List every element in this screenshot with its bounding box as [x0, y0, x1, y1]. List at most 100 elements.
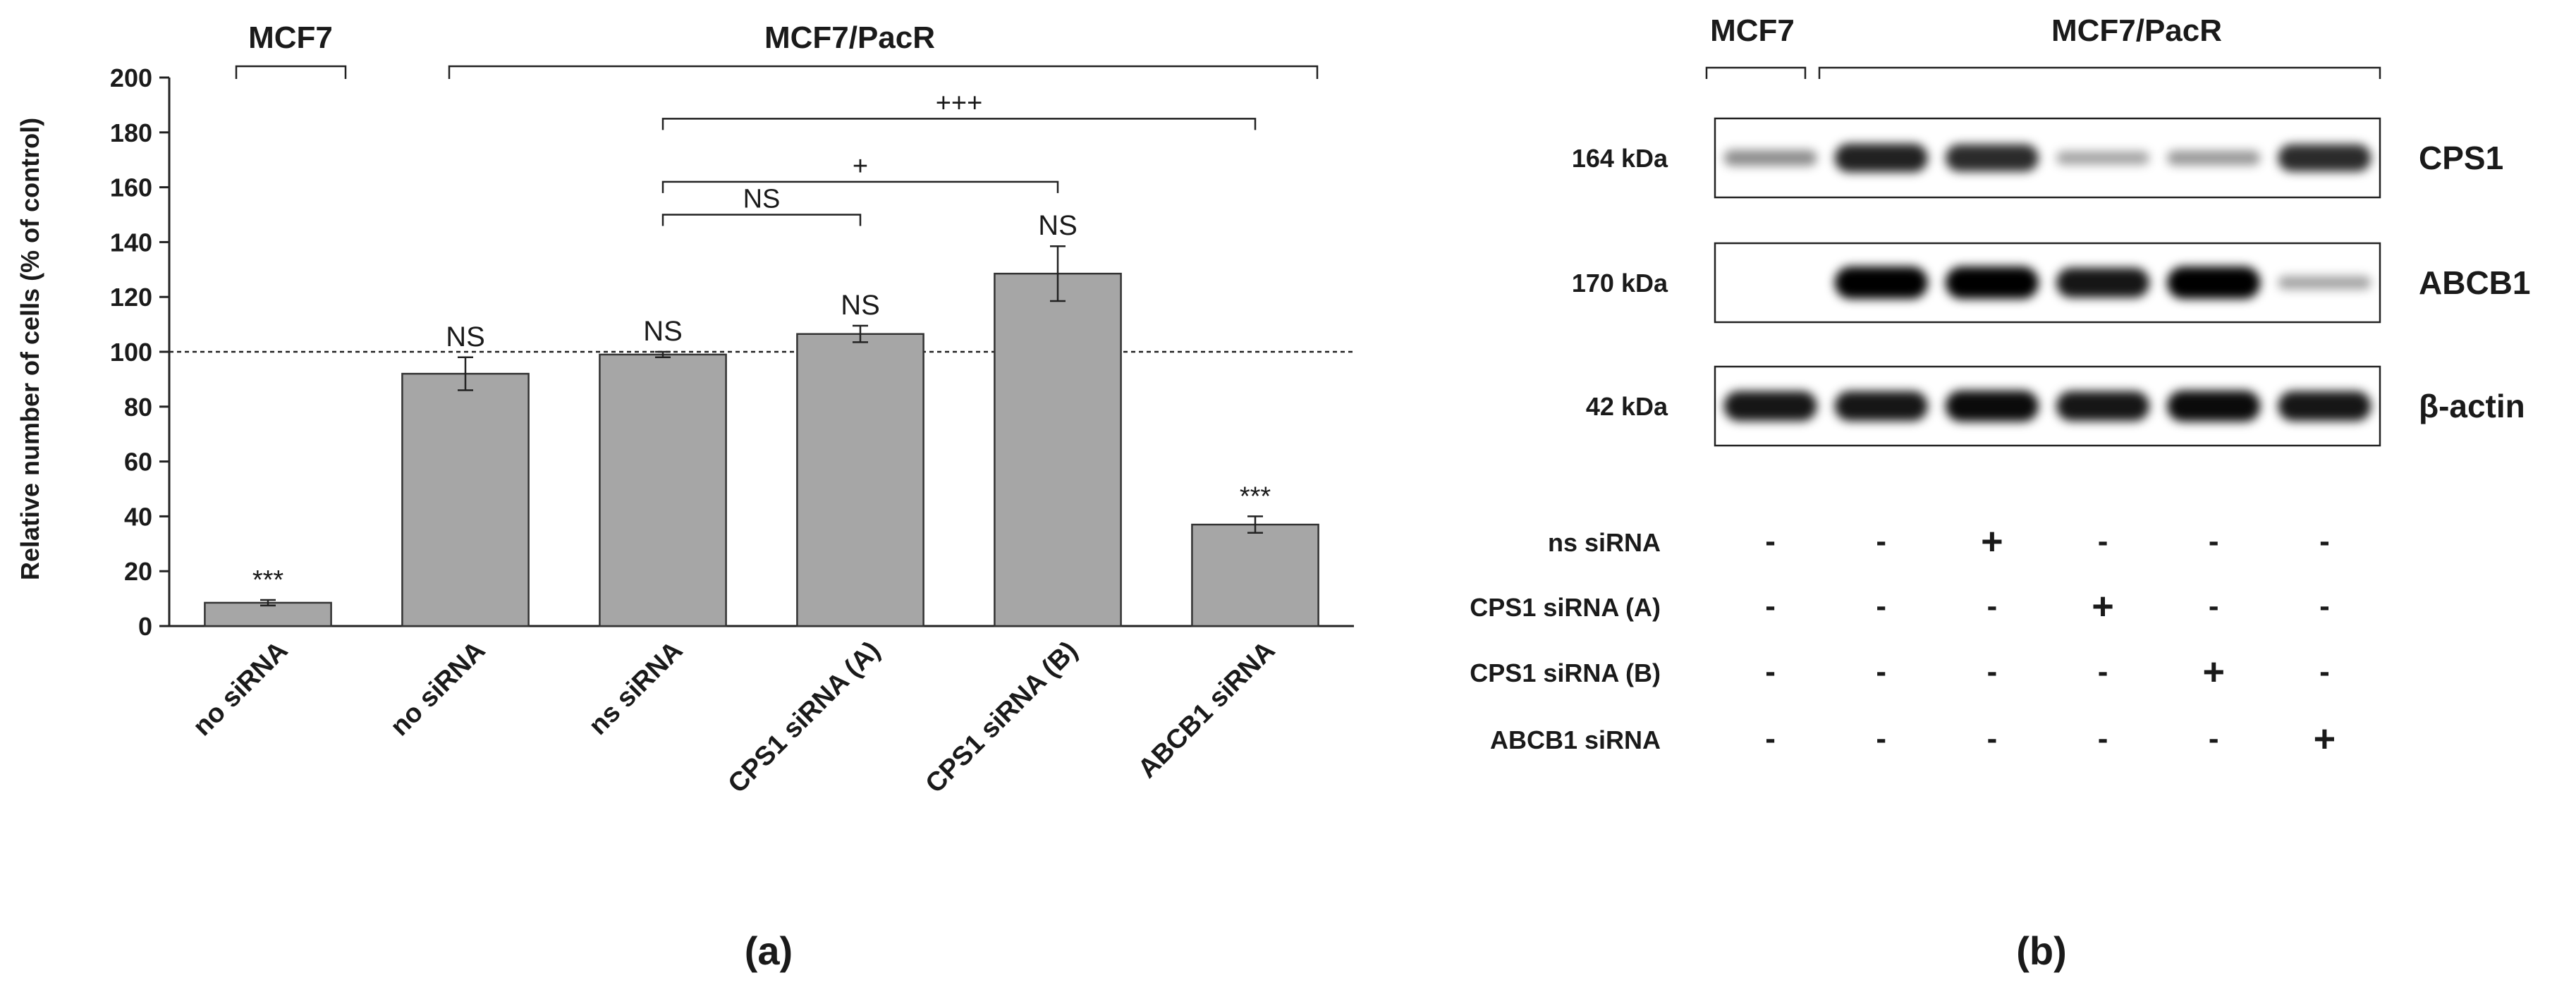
comparison-label: + — [853, 152, 868, 181]
blot-band — [1834, 266, 1928, 299]
minus-mark: - — [2319, 654, 2330, 689]
condition-label: CPS1 siRNA (B) — [1470, 658, 1661, 687]
plus-mark: + — [2092, 585, 2114, 627]
condition-table: ns siRNA - - + - - -CPS1 siRNA (A) - - - + - -CPS1 s… — [1470, 520, 2336, 760]
minus-mark: - — [1987, 589, 1998, 623]
minus-mark: - — [1876, 721, 1886, 756]
y-tick-label: 0 — [138, 612, 152, 641]
minus-mark: - — [2209, 589, 2219, 623]
significance-label: *** — [252, 565, 284, 595]
y-tick-label: 20 — [124, 557, 152, 586]
blot-band — [1834, 143, 1928, 173]
group-bracket-mcf7-pacr — [1818, 66, 2381, 79]
bars — [204, 245, 1319, 627]
bar — [1191, 523, 1319, 627]
molecular-weight-label: 164 kDa — [1572, 144, 1668, 173]
protein-label: β-actin — [2419, 388, 2525, 424]
comparison-bracket — [661, 214, 862, 226]
x-tick-label: ABCB1 siRNA — [1133, 636, 1281, 784]
blot-band — [2167, 266, 2261, 299]
plus-mark: + — [2314, 718, 2336, 760]
bar — [204, 601, 332, 627]
condition-row: ns siRNA - - + - - - — [1548, 520, 2330, 563]
blot-band — [1945, 266, 2039, 299]
bar-chart-panel: Relative number of cells (% of control) … — [16, 20, 1354, 973]
comparison-bracket — [661, 118, 1257, 130]
panel-label-b: (b) — [2016, 928, 2067, 973]
molecular-weight-label: 42 kDa — [1586, 392, 1668, 421]
condition-label: CPS1 siRNA (A) — [1470, 593, 1661, 622]
minus-mark: - — [2098, 524, 2108, 558]
significance-label: NS — [446, 321, 485, 353]
condition-row: CPS1 siRNA (A) - - - + - - — [1470, 585, 2329, 627]
minus-mark: - — [1876, 589, 1886, 623]
y-tick-label: 200 — [110, 63, 152, 92]
blot-band — [2056, 391, 2150, 422]
condition-label: ns siRNA — [1548, 528, 1661, 557]
molecular-weight-label: 170 kDa — [1572, 269, 1668, 298]
minus-mark: - — [2209, 524, 2219, 558]
x-tick-label: no siRNA — [385, 636, 492, 742]
blot-band — [2167, 390, 2261, 422]
minus-mark: - — [2098, 654, 2108, 689]
significance-label: NS — [1038, 210, 1078, 241]
y-tick-label: 60 — [124, 448, 152, 477]
comparison-bracket — [661, 180, 1059, 193]
y-tick-label: 40 — [124, 502, 152, 531]
blot-band — [2278, 391, 2371, 422]
blot-strips: 164 kDa CPS1 170 kDa ABCB1 42 kDa β-actin — [1572, 117, 2530, 447]
blot-strip: 170 kDa ABCB1 — [1572, 242, 2530, 324]
blot-band — [2056, 267, 2150, 298]
condition-row: ABCB1 siRNA - - - - - + — [1490, 718, 2336, 760]
y-tick-label: 120 — [110, 283, 152, 312]
comparison-label: +++ — [936, 88, 983, 118]
blot-frame — [1714, 365, 2381, 447]
group-label-mcf7-pacr: MCF7/PacR — [764, 20, 935, 55]
comparison-label: NS — [743, 185, 781, 214]
minus-mark: - — [2319, 589, 2330, 623]
blot-frame — [1714, 242, 2381, 324]
blot-strip: 164 kDa CPS1 — [1572, 117, 2503, 199]
significance-label: NS — [643, 316, 683, 347]
blot-band — [2056, 151, 2150, 165]
group-label-mcf7: MCF7 — [1710, 13, 1795, 48]
blot-strip: 42 kDa β-actin — [1586, 365, 2525, 447]
blot-band — [2167, 150, 2261, 166]
blot-band — [1723, 149, 1817, 166]
x-tick-label: no siRNA — [188, 636, 294, 742]
x-axis-labels: no siRNA no siRNA ns siRNA CPS1 siRNA (A) CP… — [188, 636, 1281, 799]
bar — [994, 272, 1122, 627]
minus-mark: - — [1765, 721, 1776, 756]
minus-mark: - — [2319, 524, 2330, 558]
bar — [401, 372, 530, 627]
y-tick-label: 180 — [110, 118, 152, 147]
minus-mark: - — [1987, 721, 1998, 756]
y-tick-label: 80 — [124, 393, 152, 422]
bar — [796, 333, 924, 627]
significance-label: NS — [841, 290, 880, 321]
panel-label-a: (a) — [745, 928, 793, 973]
y-tick-label: 100 — [110, 338, 152, 367]
plus-mark: + — [1981, 520, 2003, 563]
y-tick-label: 160 — [110, 173, 152, 202]
minus-mark: - — [1876, 524, 1886, 558]
condition-label: ABCB1 siRNA — [1490, 725, 1661, 754]
blot-band — [1945, 144, 2039, 172]
minus-mark: - — [1765, 524, 1776, 558]
minus-mark: - — [2209, 721, 2219, 756]
x-tick-label: ns siRNA — [583, 636, 688, 741]
significance-label: *** — [1240, 482, 1271, 511]
minus-mark: - — [1765, 654, 1776, 689]
bar — [599, 353, 727, 627]
blot-band — [1834, 391, 1928, 422]
minus-mark: - — [1765, 589, 1776, 623]
blot-frame — [1714, 117, 2381, 199]
minus-mark: - — [2098, 721, 2108, 756]
comparison-brackets: NS++++ — [661, 88, 1257, 226]
y-tick-label: 140 — [110, 228, 152, 257]
minus-mark: - — [1987, 654, 1998, 689]
protein-label: ABCB1 — [2419, 264, 2530, 301]
bar-annotations: *** NS NS NS NS *** — [252, 210, 1271, 595]
blot-band — [2278, 144, 2371, 172]
